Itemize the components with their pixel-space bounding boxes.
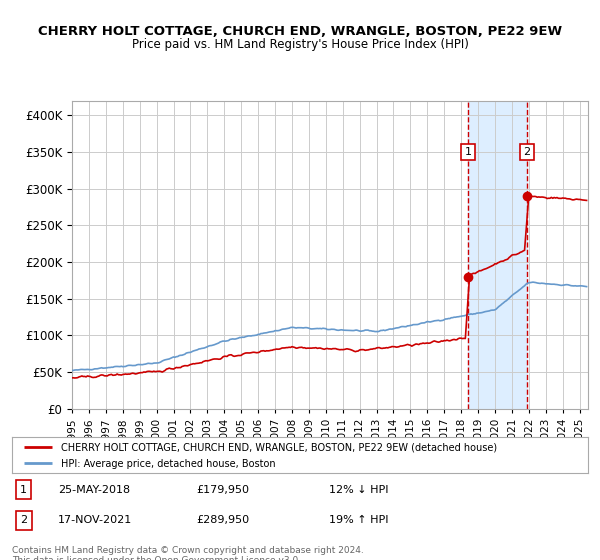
Text: HPI: Average price, detached house, Boston: HPI: Average price, detached house, Bost… xyxy=(61,459,275,469)
Text: £179,950: £179,950 xyxy=(196,484,250,494)
Text: Price paid vs. HM Land Registry's House Price Index (HPI): Price paid vs. HM Land Registry's House … xyxy=(131,38,469,50)
Bar xyxy=(468,101,527,409)
Text: CHERRY HOLT COTTAGE, CHURCH END, WRANGLE, BOSTON, PE22 9EW: CHERRY HOLT COTTAGE, CHURCH END, WRANGLE… xyxy=(38,25,562,38)
Text: 12% ↓ HPI: 12% ↓ HPI xyxy=(329,484,388,494)
Text: Contains HM Land Registry data © Crown copyright and database right 2024.
This d: Contains HM Land Registry data © Crown c… xyxy=(12,546,364,560)
Text: 25-MAY-2018: 25-MAY-2018 xyxy=(58,484,130,494)
Text: 1: 1 xyxy=(20,484,27,494)
Text: 19% ↑ HPI: 19% ↑ HPI xyxy=(329,515,388,525)
Text: £289,950: £289,950 xyxy=(196,515,250,525)
Text: 2: 2 xyxy=(523,147,530,157)
Text: 2: 2 xyxy=(20,515,27,525)
Text: 17-NOV-2021: 17-NOV-2021 xyxy=(58,515,133,525)
Text: CHERRY HOLT COTTAGE, CHURCH END, WRANGLE, BOSTON, PE22 9EW (detached house): CHERRY HOLT COTTAGE, CHURCH END, WRANGLE… xyxy=(61,443,497,452)
Text: 1: 1 xyxy=(464,147,472,157)
